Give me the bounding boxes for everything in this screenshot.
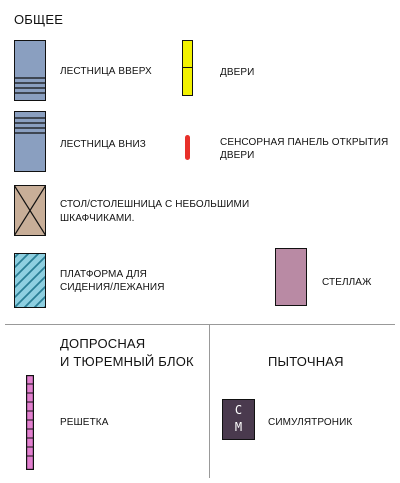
- simulatronic-icon: С М: [222, 399, 255, 440]
- section-title-torture: ПЫТОЧНАЯ: [268, 354, 344, 369]
- table-label-line1: СТОЛ/СТОЛЕШНИЦА С НЕБОЛЬШИМИ: [60, 199, 250, 210]
- doors-label: ДВЕРИ: [220, 67, 255, 78]
- stairs-down-icon: [14, 111, 46, 172]
- table-label-line2: ШКАФЧИКАМИ.: [60, 213, 135, 224]
- door-panel-icon: [185, 135, 190, 160]
- stairs-down-label: ЛЕСТНИЦА ВНИЗ: [60, 139, 146, 150]
- table-icon: [14, 185, 46, 236]
- platform-label-line1: ПЛАТФОРМА ДЛЯ: [60, 269, 147, 280]
- simulatronic-label: СИМУЛЯТРОНИК: [268, 417, 353, 428]
- section-title-interrogation-line1: ДОПРОСНАЯ: [60, 336, 146, 351]
- rack-icon: [275, 248, 307, 306]
- rack-label: СТЕЛЛАЖ: [322, 277, 372, 288]
- section-title-general: ОБЩЕЕ: [14, 12, 64, 27]
- simulatronic-letter-bottom: М: [234, 420, 243, 434]
- section-title-interrogation-line2: И ТЮРЕМНЫЙ БЛОК: [60, 354, 194, 369]
- door-panel-label-line2: ДВЕРИ: [220, 150, 255, 161]
- stairs-up-label: ЛЕСТНИЦА ВВЕРХ: [60, 66, 152, 77]
- door-panel-label-line1: СЕНСОРНАЯ ПАНЕЛЬ ОТКРЫТИЯ: [220, 137, 389, 148]
- stairs-up-icon: [14, 40, 46, 101]
- simulatronic-letter-top: С: [234, 403, 243, 417]
- grate-icon: [26, 375, 35, 471]
- platform-icon: [14, 253, 46, 308]
- platform-label-line2: СИДЕНИЯ/ЛЕЖАНИЯ: [60, 282, 165, 293]
- section-divider-vertical: [209, 324, 210, 478]
- section-divider-horizontal: [5, 324, 395, 325]
- grate-label: РЕШЕТКА: [60, 417, 109, 428]
- doors-icon: [182, 40, 193, 96]
